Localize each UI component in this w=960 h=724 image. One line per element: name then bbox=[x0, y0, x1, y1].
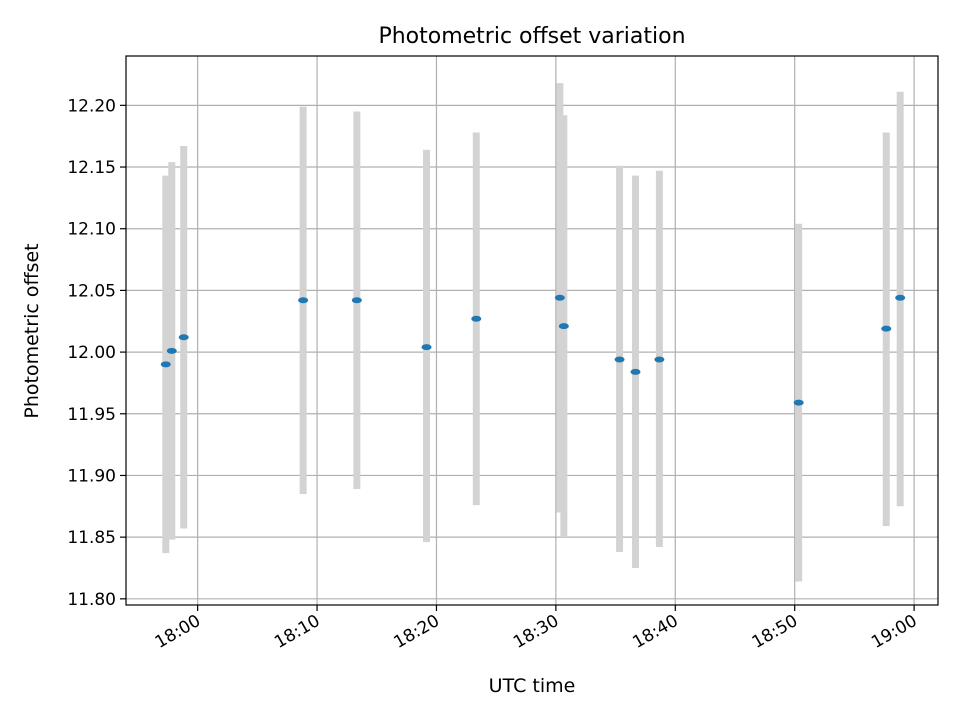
data-point bbox=[654, 356, 665, 363]
data-point bbox=[471, 315, 482, 322]
y-tick-label: 11.80 bbox=[67, 590, 116, 610]
y-tick-label: 11.95 bbox=[67, 405, 116, 425]
y-tick-label: 12.05 bbox=[67, 281, 116, 301]
y-axis-label: Photometric offset bbox=[21, 243, 43, 418]
y-tick-label: 11.85 bbox=[67, 528, 116, 548]
data-point bbox=[793, 399, 804, 406]
data-point bbox=[166, 347, 177, 354]
data-point bbox=[160, 361, 171, 368]
data-point bbox=[630, 368, 641, 375]
x-tick-label: 18:20 bbox=[391, 611, 443, 653]
data-point bbox=[881, 325, 892, 332]
error-bars bbox=[162, 83, 904, 582]
x-tick-label: 18:00 bbox=[152, 611, 204, 653]
data-point bbox=[421, 344, 432, 351]
y-tick-label: 12.20 bbox=[67, 96, 116, 116]
data-point bbox=[298, 297, 309, 304]
x-tick-label: 19:00 bbox=[868, 611, 920, 653]
x-tick-label: 18:30 bbox=[510, 611, 562, 653]
data-points bbox=[160, 294, 906, 406]
data-point bbox=[351, 297, 362, 304]
axis-ticks: 11.80 11.85 11.90 11.95 12.00 12.05 12.10 12.15… bbox=[67, 96, 920, 652]
y-tick-label: 12.10 bbox=[67, 220, 116, 240]
data-point bbox=[554, 294, 565, 301]
x-axis-label: UTC time bbox=[489, 675, 576, 697]
data-point bbox=[178, 334, 189, 341]
plot-frame bbox=[125, 55, 939, 606]
data-point bbox=[558, 323, 569, 330]
grid-lines bbox=[126, 56, 938, 605]
x-tick-label: 18:10 bbox=[271, 611, 323, 653]
y-tick-label: 12.15 bbox=[67, 158, 116, 178]
y-tick-label: 12.00 bbox=[67, 343, 116, 363]
x-tick-label: 18:50 bbox=[749, 611, 801, 653]
x-tick-label: 18:40 bbox=[629, 611, 681, 653]
y-tick-label: 11.90 bbox=[67, 466, 116, 486]
chart-title: Photometric offset variation bbox=[378, 24, 685, 49]
data-point bbox=[895, 294, 906, 301]
data-point bbox=[614, 356, 625, 363]
